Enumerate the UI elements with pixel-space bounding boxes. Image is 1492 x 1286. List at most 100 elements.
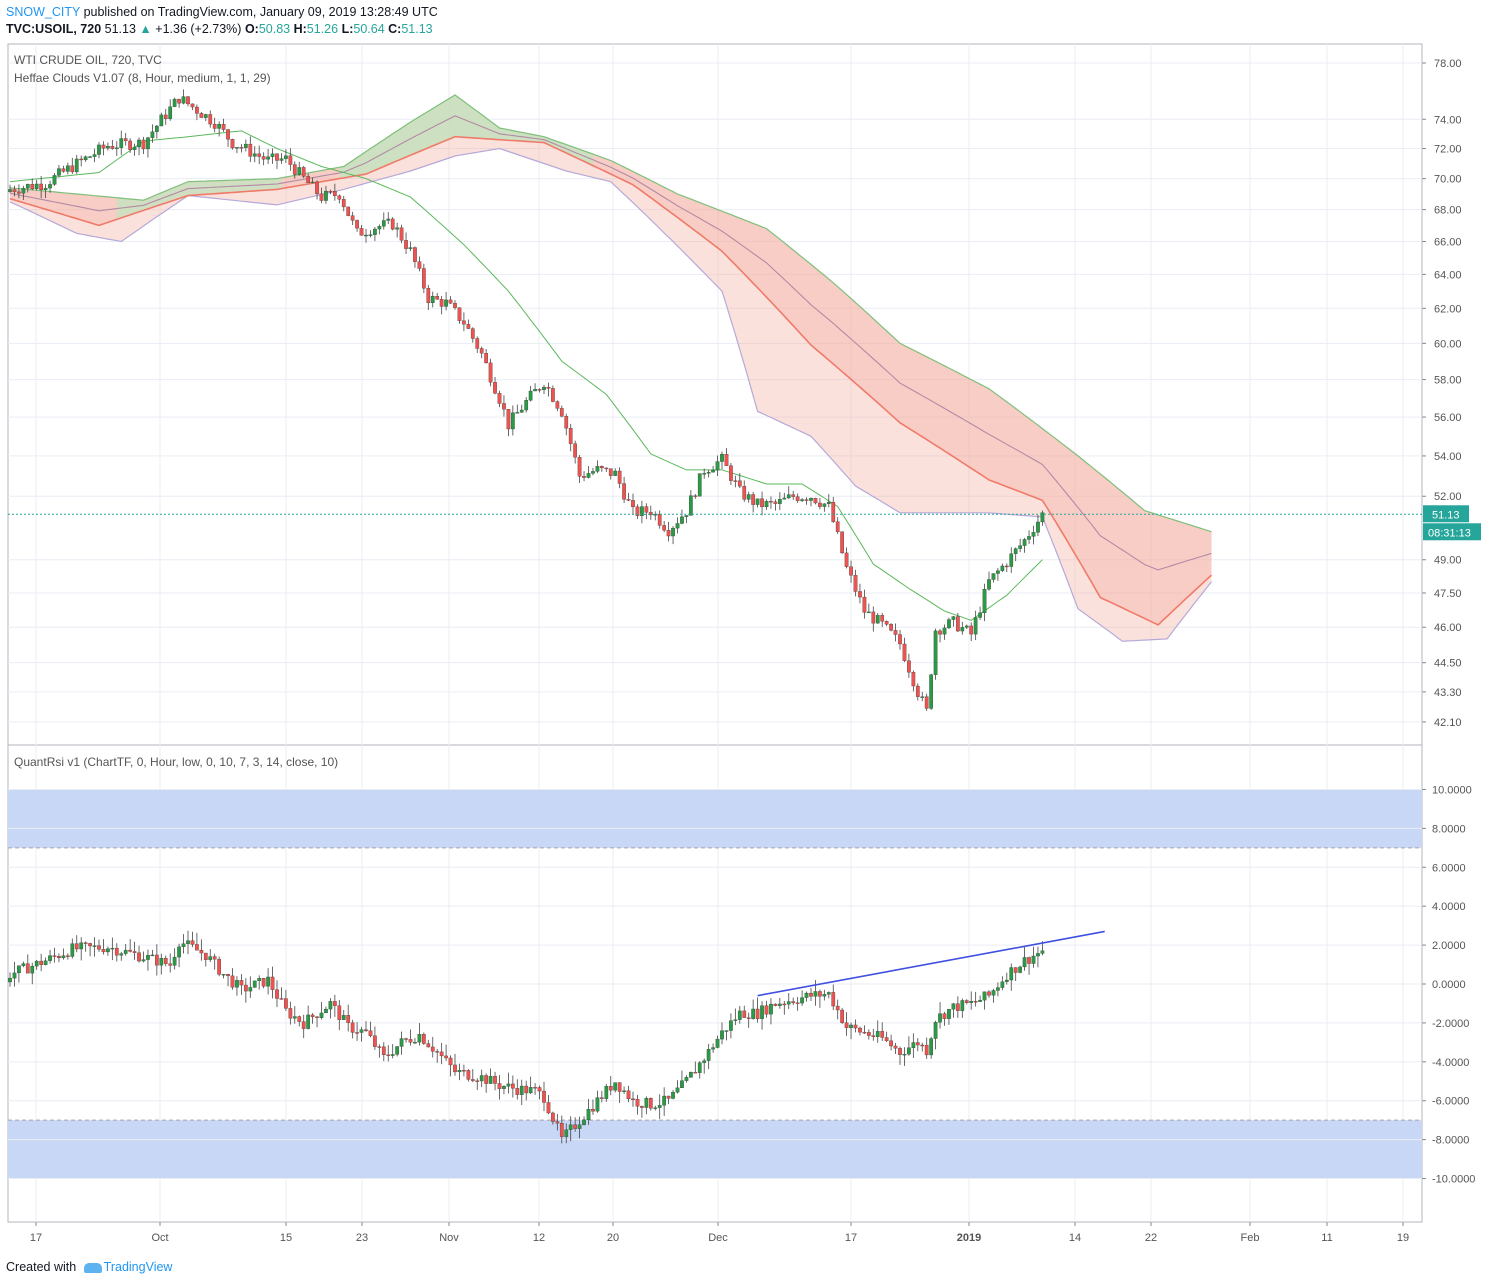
high-label: H: [293,22,307,36]
price-axis-label: 78.00 [1434,58,1462,70]
price-candle-body [915,685,920,697]
price-candle-body [617,470,622,484]
rsi-candle-body [987,991,991,996]
countdown-label: 08:31:13 [1428,527,1471,539]
rsi-candle-body [284,998,288,1009]
rsi-candle-body [769,1003,773,1015]
rsi-candle-body [297,1016,302,1022]
main-series-legend[interactable]: WTI CRUDE OIL, 720, TVC [14,53,162,67]
username-link[interactable]: SNOW_CITY [6,5,81,19]
price-candle-body [684,515,689,517]
heffae-clouds-legend[interactable]: Heffae Clouds V1.07 (8, Hour, medium, 1,… [14,71,271,85]
price-candle-body [390,218,395,230]
price-axis-label: 54.00 [1434,451,1462,463]
price-candle-body [867,611,871,614]
time-axis-label: 17 [845,1232,857,1244]
rsi-axis-label: -4.0000 [1432,1057,1469,1069]
rsi-candle-body [132,951,137,953]
rsi-candle-body [795,1002,800,1004]
price-candle-body [809,498,813,501]
rsi-candle-body [586,1109,591,1121]
price-candle-body [671,527,675,537]
price-candle-body [43,187,48,190]
price-candle-body [199,113,204,118]
price-candle-body [591,471,595,474]
price-candle-body [582,476,586,478]
price-candle-body [729,465,733,481]
rsi-candle-body [862,1031,867,1034]
rsi-candle-body [711,1047,715,1050]
rsi-candle-body [128,949,132,952]
rsi-candle-body [889,1040,893,1047]
price-candle-body [61,168,66,172]
rsi-candle-body [479,1075,484,1082]
price-candle-body [702,473,707,475]
rsi-candle-body [110,947,115,950]
rsi-candle-body [1004,979,1009,982]
rsi-candle-body [929,1038,934,1056]
rsi-candle-body [101,949,106,953]
price-candle-body [849,566,853,576]
price-candle-body [697,473,702,497]
price-candle-body [568,428,573,444]
rsi-candle-body [97,945,101,950]
rsi-axis-label: -6.0000 [1432,1096,1469,1108]
time-axis-label: Oct [151,1232,168,1244]
rsi-candle-body [373,1035,377,1047]
price-candle-body [871,611,876,624]
rsi-candle-body [755,1008,760,1019]
rsi-candle-body [542,1090,546,1103]
price-candle-body [973,617,978,635]
price-candle-body [163,114,168,119]
price-candle-body [270,153,275,157]
rsi-candle-body [924,1044,929,1056]
price-candle-body [1013,548,1018,554]
price-candle-body [586,473,591,478]
price-candle-body [938,630,942,635]
time-axis-label: 19 [1397,1232,1409,1244]
price-candle-body [715,461,720,471]
price-candle-body [853,575,858,592]
price-candle-body [208,114,213,125]
rsi-candle-body [25,963,30,974]
rsi-candle-body [1018,966,1023,973]
rsi-candle-body [1013,967,1018,973]
rsi-candle-body [466,1070,471,1080]
price-candle-body [604,467,609,470]
price-candle-body [66,165,70,172]
rsi-axis-label: 4.0000 [1432,901,1466,913]
price-candle-body [470,328,475,339]
rsi-candle-body [488,1076,493,1084]
rsi-candle-body [408,1039,413,1043]
price-candle-body [404,240,408,249]
tradingview-link[interactable]: TradingView [103,1260,173,1274]
price-candle-body [613,470,618,476]
rsi-candle-body [212,956,217,960]
price-candle-body [929,674,934,709]
price-candle-body [275,153,279,161]
price-candle-body [978,612,982,618]
rsi-candle-body [791,1001,796,1003]
price-candle-body [123,138,128,142]
rsi-candle-body [826,992,831,995]
rsi-candle-body [83,942,88,944]
tradingview-logo-icon [83,1262,102,1273]
price-candle-body [818,502,822,507]
quantrsi-legend[interactable]: QuantRsi v1 (ChartTF, 0, Hour, low, 0, 1… [14,755,339,769]
rsi-candle-body [239,980,244,986]
current-price-tag [1423,505,1469,523]
price-candle-body [137,139,141,148]
price-candle-body [822,503,827,507]
rsi-candle-body [555,1121,560,1124]
price-candle-body [21,188,26,194]
rsi-candle-body [867,1032,871,1036]
rsi-candle-body [648,1098,653,1109]
price-candle-body [226,129,230,140]
price-candle-body [742,486,747,500]
rsi-candle-body [368,1030,373,1036]
price-candle-body [551,388,555,402]
rsi-candle-body [702,1060,707,1063]
rsi-candle-body [680,1080,684,1089]
price-candle-body [106,146,110,149]
